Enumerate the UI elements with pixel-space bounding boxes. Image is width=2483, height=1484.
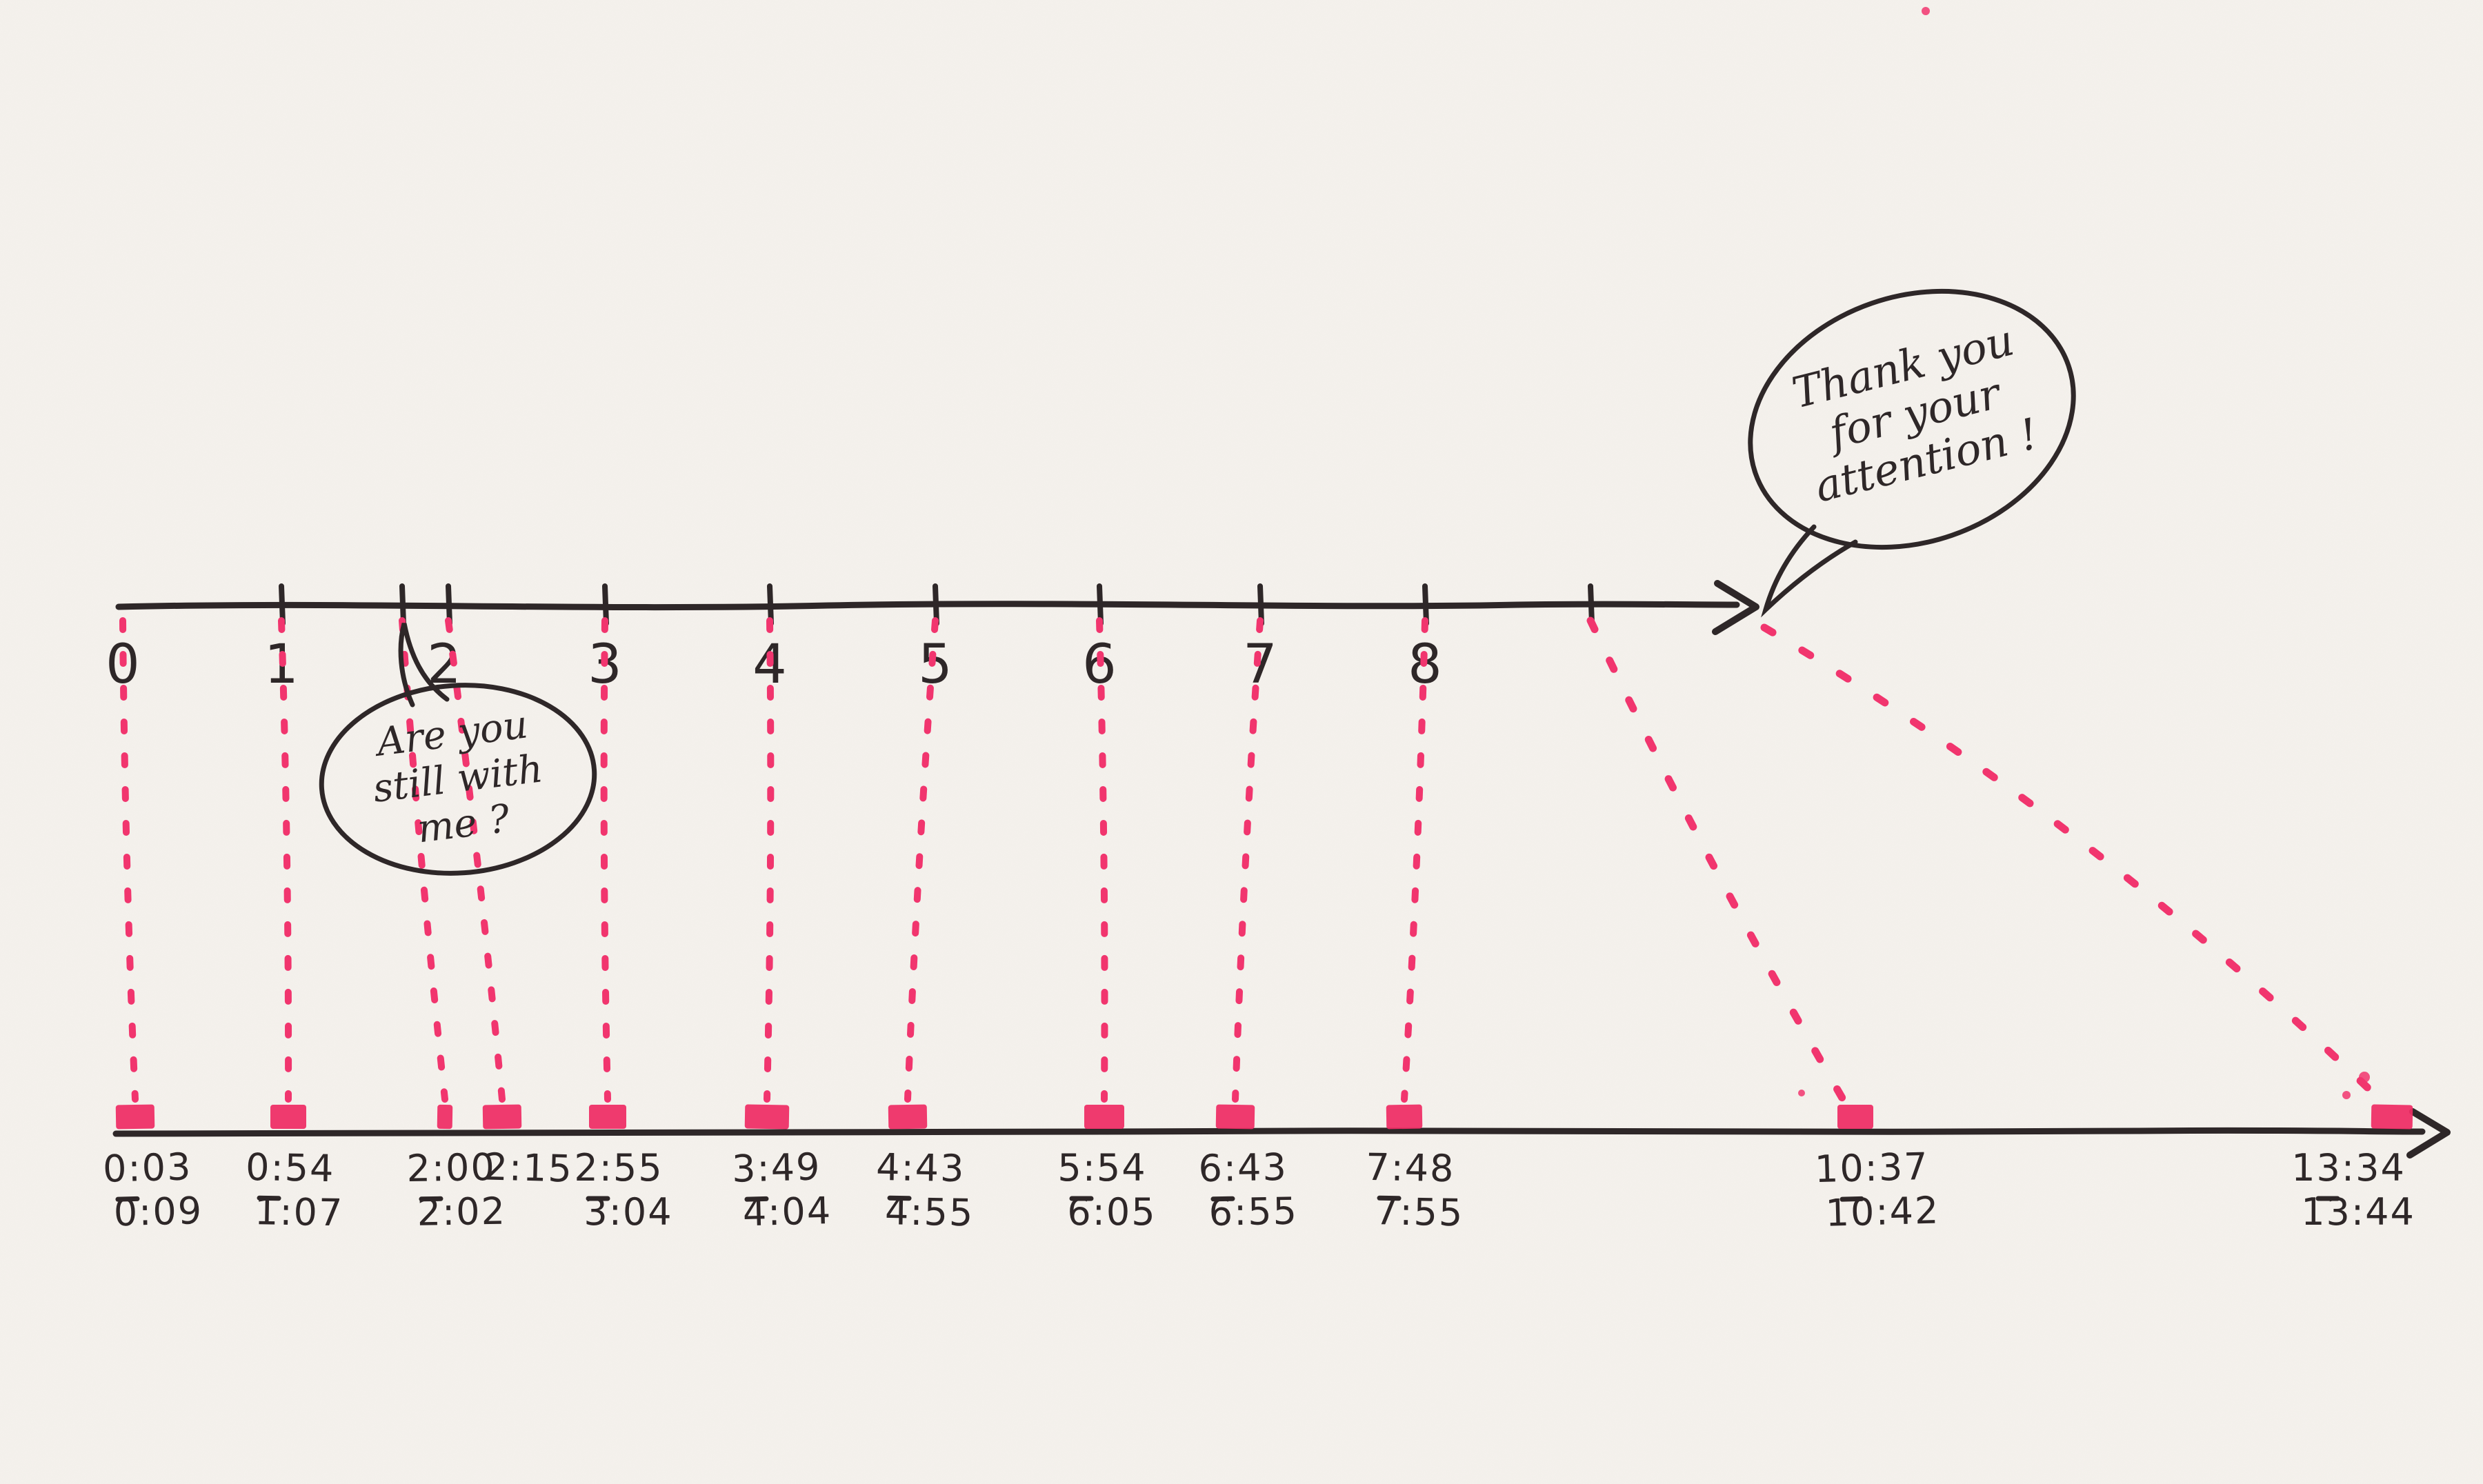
marker-dotted-line bbox=[119, 617, 139, 1103]
marker-blob bbox=[1084, 1105, 1124, 1129]
axes bbox=[112, 580, 2451, 1159]
timestamp: 2:002:02 bbox=[406, 1145, 506, 1234]
speech-bubble-tail bbox=[1761, 524, 1858, 618]
slide-tick bbox=[1097, 583, 1104, 626]
timestamp-start: 2:55 bbox=[574, 1146, 663, 1190]
slide-tick bbox=[279, 583, 286, 626]
timeline-entry: 87:487:55 bbox=[1366, 583, 1464, 1234]
timestamp-end: 6:05 bbox=[1067, 1190, 1156, 1234]
marker-blob bbox=[888, 1104, 928, 1130]
timestamp-end: 3:04 bbox=[584, 1190, 672, 1234]
time-axis-line bbox=[112, 1127, 2426, 1137]
marker-dotted-line bbox=[764, 617, 775, 1103]
timestamp: 3:494:04 bbox=[731, 1145, 832, 1234]
marker-speck bbox=[1922, 7, 1930, 15]
marker-speck bbox=[2359, 1072, 2370, 1083]
marker-speck bbox=[2342, 1091, 2351, 1099]
timestamp: 2:15 bbox=[483, 1145, 574, 1190]
timestamp-end: 10:42 bbox=[1825, 1188, 1940, 1234]
timestamp-start: 7:48 bbox=[1366, 1145, 1455, 1190]
timeline-entry: 5 4:434:55 bbox=[876, 583, 975, 1234]
marker-dotted-line bbox=[278, 617, 292, 1103]
slide-tick bbox=[1257, 583, 1264, 626]
timestamp-end: 4:04 bbox=[742, 1189, 832, 1234]
timestamp-end: 6:55 bbox=[1208, 1190, 1298, 1234]
marker-dotted-line bbox=[1760, 623, 2384, 1103]
marker-blob bbox=[589, 1105, 626, 1129]
marker-speck bbox=[1798, 1090, 1805, 1096]
marker-blob bbox=[2371, 1104, 2413, 1130]
time-axis-arrowhead bbox=[2406, 1108, 2451, 1159]
marker-blob bbox=[744, 1104, 790, 1130]
timestamp: 4:434:55 bbox=[876, 1145, 975, 1234]
marker-blob bbox=[482, 1104, 522, 1130]
slide-number-label: 5 bbox=[918, 634, 953, 696]
marker-blob bbox=[1386, 1104, 1423, 1130]
slide-tick bbox=[1422, 583, 1429, 626]
timestamp: 6:436:55 bbox=[1198, 1145, 1298, 1234]
timeline-entry: 76:436:55 bbox=[1198, 583, 1298, 1234]
timestamp-start: 2:00 bbox=[406, 1145, 496, 1190]
timestamp-start: 4:43 bbox=[876, 1145, 966, 1190]
slide-tick bbox=[767, 583, 774, 626]
timestamp: 2:553:04 bbox=[574, 1146, 672, 1234]
marker-dotted-line bbox=[1401, 617, 1428, 1103]
speech-bubble-question: Are you still with me ? bbox=[319, 623, 597, 876]
timestamp-start: 0:03 bbox=[102, 1145, 192, 1190]
slide-tick bbox=[602, 583, 609, 626]
timestamp: 7:487:55 bbox=[1366, 1145, 1464, 1234]
timeline-entry: 10:541:07 bbox=[246, 583, 344, 1234]
marker-blob bbox=[270, 1105, 306, 1129]
timestamp-start: 3:49 bbox=[731, 1145, 821, 1190]
speech-bubble-tail bbox=[398, 623, 450, 708]
marker-specks bbox=[1798, 7, 2370, 1099]
timestamp-start: 5:54 bbox=[1057, 1146, 1146, 1190]
slide-tick bbox=[933, 583, 939, 626]
timeline-entry: 43:494:04 bbox=[731, 583, 832, 1234]
marker-blob bbox=[1837, 1105, 1873, 1129]
marker-blob bbox=[115, 1104, 155, 1130]
timestamp: 0:541:07 bbox=[246, 1145, 344, 1234]
timestamp-start: 2:15 bbox=[483, 1145, 574, 1190]
marker-dotted-line bbox=[1586, 616, 1847, 1103]
speech-bubble-outline bbox=[319, 683, 597, 876]
marker-dotted-line bbox=[904, 617, 939, 1103]
marker-blob bbox=[1215, 1104, 1255, 1130]
timestamp: 0:030:09 bbox=[102, 1145, 203, 1234]
timestamp-end: 13:44 bbox=[2301, 1190, 2415, 1234]
timestamp: 5:546:05 bbox=[1057, 1146, 1156, 1234]
timestamp-end: 1:07 bbox=[255, 1190, 344, 1234]
slide-tick bbox=[446, 583, 452, 626]
timeline-entry: 32:553:04 bbox=[574, 583, 672, 1234]
timeline-entries: 00:030:0910:541:072:002:0222:1532:553:04… bbox=[102, 583, 2415, 1235]
marker-dotted-line bbox=[1096, 617, 1108, 1103]
marker-dotted-line bbox=[445, 617, 506, 1103]
marker-dotted-line bbox=[1232, 617, 1264, 1103]
timeline-entry: 00:030:09 bbox=[102, 617, 203, 1234]
timestamp-end: 4:55 bbox=[885, 1190, 975, 1234]
speech-bubble-outline bbox=[1748, 288, 2076, 550]
timestamp-start: 10:37 bbox=[1814, 1145, 1929, 1191]
timestamp-start: 13:34 bbox=[2291, 1146, 2406, 1190]
timestamp-start: 6:43 bbox=[1198, 1145, 1288, 1190]
slide-axis-arrowhead bbox=[1712, 580, 1759, 635]
timestamp-start: 0:54 bbox=[246, 1145, 335, 1190]
marker-dotted-line bbox=[600, 617, 611, 1103]
timestamp-end: 2:02 bbox=[417, 1190, 506, 1234]
timestamp-end: 0:09 bbox=[113, 1189, 203, 1234]
slide-axis-line bbox=[115, 601, 1740, 611]
timestamp-end: 7:55 bbox=[1375, 1190, 1464, 1234]
slide-tick bbox=[399, 583, 406, 626]
timeline-entry: 65:546:05 bbox=[1057, 583, 1156, 1234]
marker-blob bbox=[437, 1104, 453, 1130]
